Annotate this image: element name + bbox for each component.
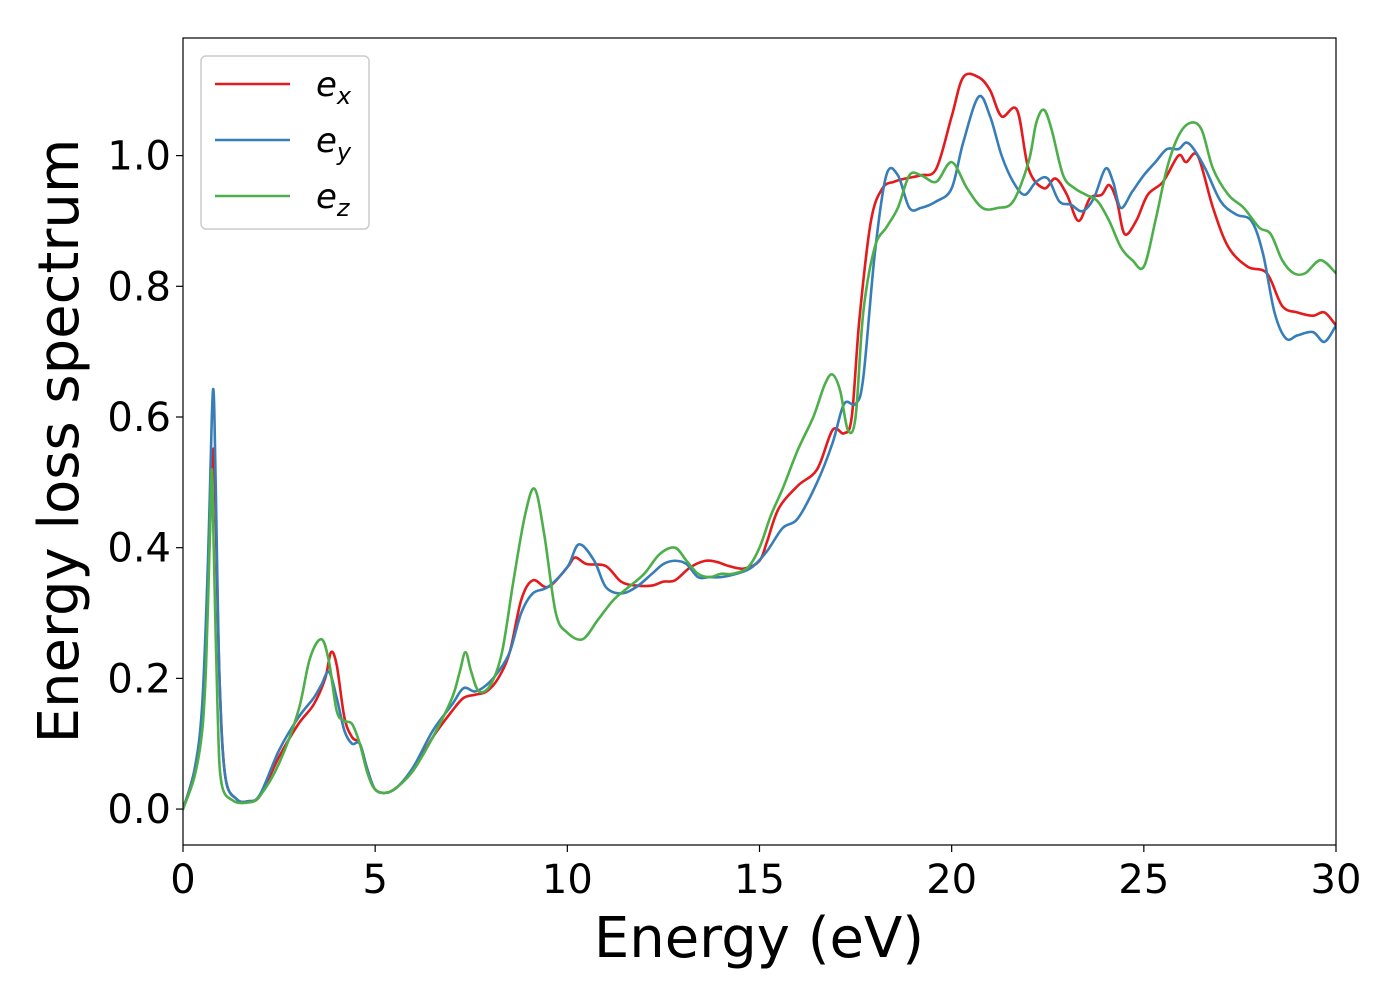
- y-tick-label: 0.6: [107, 395, 171, 441]
- series-line-e-y: [183, 94, 1336, 811]
- x-tick-label: 20: [926, 857, 977, 903]
- series-layer: [183, 72, 1336, 811]
- legend-label-e-x: ex: [316, 65, 352, 110]
- legend-label-e-z: ez: [316, 177, 351, 222]
- legend-box: [200, 55, 370, 230]
- x-tick-label: 5: [362, 857, 387, 903]
- y-tick-label: 0.2: [107, 656, 171, 702]
- x-tick-label: 0: [170, 857, 195, 903]
- y-tick-label: 1.0: [107, 134, 171, 180]
- x-tick-label: 10: [542, 857, 593, 903]
- x-tick-label: 15: [734, 857, 785, 903]
- legend-label-e-y: ey: [316, 121, 352, 166]
- y-tick-label: 0.0: [107, 787, 171, 833]
- y-axis-label: Energy loss spectrum: [27, 139, 92, 744]
- y-tick-label: 0.8: [107, 264, 171, 310]
- x-tick-label: 25: [1118, 857, 1169, 903]
- x-tick-label: 30: [1311, 857, 1362, 903]
- legend: ex ey ez: [200, 55, 370, 230]
- series-line-e-z: [183, 108, 1336, 811]
- x-axis-label: Energy (eV): [594, 906, 924, 971]
- y-axis: 0.0 0.2 0.4 0.6 0.8 1.0: [107, 134, 183, 833]
- y-tick-label: 0.4: [107, 526, 171, 572]
- x-axis: 0 5 10 15 20 25 30: [170, 845, 1361, 903]
